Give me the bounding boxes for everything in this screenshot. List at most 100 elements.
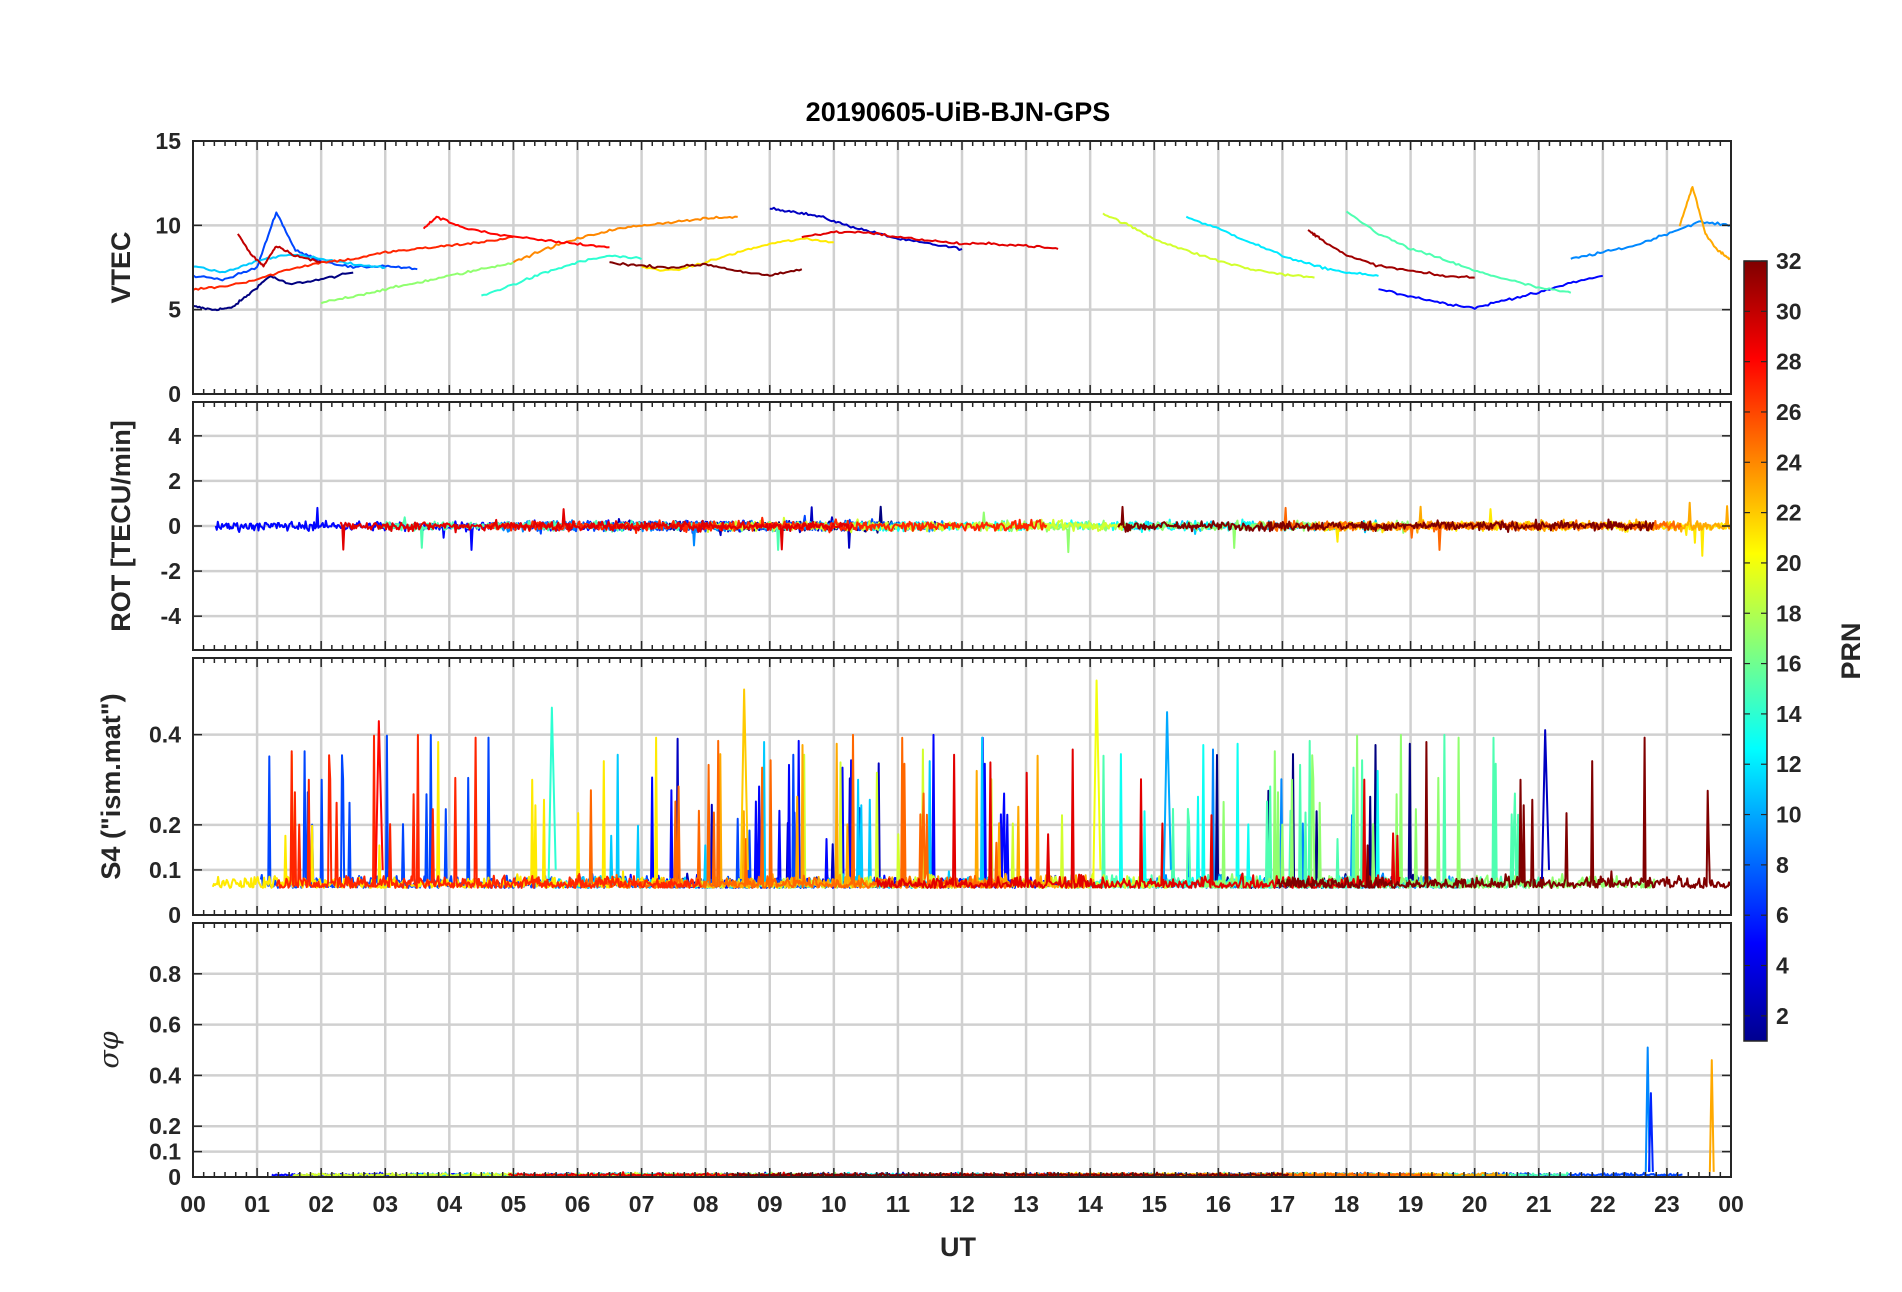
x-axis-label: UT <box>940 1232 976 1262</box>
colorbar-tick-label: 24 <box>1776 449 1802 475</box>
x-tick-label: 17 <box>1270 1191 1296 1217</box>
series-group <box>214 486 1731 562</box>
colorbar-tick-label: 26 <box>1776 399 1802 425</box>
y-tick-label: 0.2 <box>149 1113 181 1139</box>
y-axis-label: S4 ("ism.mat") <box>96 693 126 879</box>
y-tick-label: 0.4 <box>149 1062 181 1088</box>
x-axis-tick-labels: 00 01 02 03 04 05 06 07 08 09 10 11 12 13 14 15 16 17 18 19… <box>180 1191 1744 1217</box>
colorbar-tick-label: 32 <box>1776 248 1802 274</box>
x-tick-label: 06 <box>565 1191 591 1217</box>
panel-1: 0 5 10 15 VTEC <box>106 128 1732 407</box>
colorbar-tick-label: 14 <box>1776 701 1802 727</box>
y-axis-label: VTEC <box>106 231 136 303</box>
y-tick-label: 15 <box>155 128 181 154</box>
series-line-prn-17 <box>320 261 514 305</box>
colorbar-tick-label: 22 <box>1776 500 1802 526</box>
y-tick-label: 2 <box>168 468 181 494</box>
x-tick-label: 12 <box>949 1191 975 1217</box>
y-ticks: 0 0.1 0.2 0.4 <box>149 722 1731 928</box>
colorbar-tick-label: 2 <box>1776 1003 1789 1029</box>
series-line-prn-19 <box>1102 212 1315 279</box>
spike-prn-9 <box>1644 1046 1651 1172</box>
series-line-prn-29 <box>339 508 854 551</box>
colorbar-tick-label: 10 <box>1776 802 1802 828</box>
colorbar-gradient <box>1743 260 1768 1042</box>
y-tick-label: 4 <box>168 423 181 449</box>
x-tick-label: 18 <box>1334 1191 1360 1217</box>
panel-3: 0 0.1 0.2 0.4 S4 ("ism.mat") <box>96 657 1732 928</box>
x-tick-label: 00 <box>1718 1191 1744 1217</box>
y-tick-label: 5 <box>168 297 181 323</box>
x-tick-label: 00 <box>180 1191 206 1217</box>
series-line-prn-9 <box>1570 220 1731 260</box>
x-tick-label: 19 <box>1398 1191 1424 1217</box>
series-line-prn-29 <box>801 230 1059 250</box>
y-tick-label: 0.1 <box>149 857 181 883</box>
x-tick-label: 22 <box>1590 1191 1616 1217</box>
x-tick-label: 14 <box>1077 1191 1103 1217</box>
x-tick-label: 10 <box>821 1191 847 1217</box>
spike-prn-14 <box>547 706 557 879</box>
x-ticks <box>192 923 1732 1177</box>
y-tick-label: 0 <box>168 1164 181 1190</box>
y-axis-label: σφ <box>94 1031 125 1068</box>
colorbar-tick-label: 4 <box>1776 953 1789 979</box>
series-line-prn-15 <box>1061 733 1541 889</box>
chart-title: 20190605-UiB-BJN-GPS <box>806 97 1111 127</box>
y-axis-label: ROT [TECU/min] <box>106 420 136 631</box>
x-tick-label: 23 <box>1654 1191 1680 1217</box>
x-tick-label: 08 <box>693 1191 719 1217</box>
grid <box>193 141 1731 394</box>
series-line-prn-17 <box>976 511 1410 554</box>
series-line-prn-11 <box>193 253 386 274</box>
x-ticks <box>192 141 1732 394</box>
spike-prn-3 <box>1540 729 1550 879</box>
colorbar-tick-label: 16 <box>1776 651 1802 677</box>
grid <box>193 923 1731 1177</box>
y-tick-label: 0.6 <box>149 1012 181 1038</box>
colorbar-tick-label: 30 <box>1776 298 1802 324</box>
x-ticks <box>192 658 1732 915</box>
colorbar-label: PRN <box>1836 622 1866 679</box>
x-tick-label: 05 <box>501 1191 527 1217</box>
series-line-prn-5 <box>1378 274 1603 310</box>
x-tick-label: 01 <box>244 1191 270 1217</box>
colorbar-tick-label: 6 <box>1776 902 1789 928</box>
colorbar-tick-label: 12 <box>1776 751 1802 777</box>
x-tick-label: 04 <box>437 1191 463 1217</box>
panel-2: -4 -2 0 2 4 ROT [TECU/min] <box>106 401 1732 651</box>
series-group <box>193 186 1731 312</box>
spike-prn-23 <box>1708 1059 1715 1172</box>
y-tick-label: 0.1 <box>149 1139 181 1165</box>
series-line-prn-21 <box>641 237 834 272</box>
y-tick-label: 10 <box>155 212 181 238</box>
series-line-prn-30 <box>237 233 322 268</box>
series-line-prn-31 <box>1307 229 1475 279</box>
spike-prn-6 <box>1647 1092 1654 1172</box>
y-ticks: 0 5 10 15 <box>155 128 1731 407</box>
spike-prn-22 <box>739 688 749 879</box>
series-line-prn-27 <box>193 235 514 291</box>
series-line-prn-1 <box>193 271 354 312</box>
y-tick-label: 0 <box>168 902 181 928</box>
x-tick-label: 16 <box>1206 1191 1232 1217</box>
series-line-prn-27 <box>275 734 702 889</box>
series-line-prn-15 <box>1345 210 1572 294</box>
series-group <box>271 1046 1715 1177</box>
y-tick-label: -2 <box>161 558 181 584</box>
x-tick-label: 02 <box>308 1191 334 1217</box>
x-tick-label: 20 <box>1462 1191 1488 1217</box>
y-tick-label: 0.8 <box>149 961 181 987</box>
colorbar-tick-label: 28 <box>1776 349 1802 375</box>
series-line-prn-12 <box>1185 215 1379 277</box>
y-ticks: -4 -2 0 2 4 <box>161 423 1731 629</box>
x-ticks <box>192 402 1732 650</box>
spike-prn-20 <box>1092 679 1102 879</box>
x-tick-label: 13 <box>1013 1191 1039 1217</box>
series-line-prn-24 <box>512 215 738 264</box>
series-line-prn-23 <box>1678 186 1731 261</box>
x-tick-label: 03 <box>372 1191 398 1217</box>
series-line-prn-32 <box>1117 505 1655 533</box>
